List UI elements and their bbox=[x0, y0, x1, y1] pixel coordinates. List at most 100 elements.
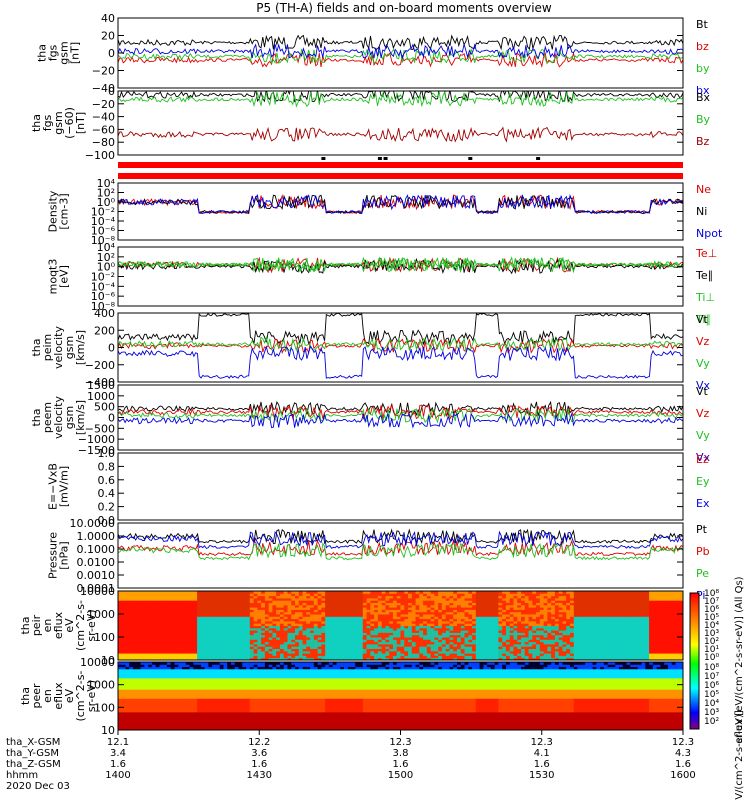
spectrogram-cell bbox=[212, 632, 217, 636]
spectrogram-cell bbox=[125, 698, 130, 702]
spectrogram-cell bbox=[468, 600, 473, 603]
spectrogram-cell bbox=[483, 653, 488, 656]
spectrogram-cell bbox=[570, 630, 575, 633]
spectrogram-cell bbox=[528, 616, 533, 620]
spectrogram-cell bbox=[313, 646, 319, 649]
spectrogram-cell bbox=[136, 707, 142, 711]
spectrogram-cell bbox=[404, 641, 409, 645]
spectrogram-cell bbox=[219, 616, 224, 620]
spectrogram-cell bbox=[415, 632, 420, 636]
spectrogram-cell bbox=[208, 657, 213, 660]
spectrogram-cell bbox=[464, 637, 469, 640]
spectrogram-cell bbox=[340, 611, 345, 615]
spectrogram-cell bbox=[487, 611, 492, 615]
spectrogram-cell bbox=[667, 648, 673, 652]
spectrogram-cell bbox=[219, 657, 224, 660]
spectrogram-cell bbox=[332, 614, 337, 617]
spectrogram-cell bbox=[148, 593, 153, 597]
spectrogram-cell bbox=[472, 641, 477, 645]
spectrogram-cell bbox=[212, 648, 217, 652]
spectrogram-cell bbox=[325, 650, 330, 654]
spectrogram-cell bbox=[328, 611, 334, 615]
spectrogram-cell bbox=[652, 607, 658, 610]
spectrogram-cell bbox=[554, 620, 560, 624]
spectrogram-cell bbox=[494, 591, 499, 594]
spectrogram-cell bbox=[219, 650, 224, 654]
spectrogram-cell bbox=[377, 646, 383, 649]
spectrogram-cell bbox=[238, 632, 243, 636]
spectrogram-cell bbox=[634, 641, 639, 645]
spectrogram-cell bbox=[197, 639, 202, 643]
spectrogram-cell bbox=[445, 593, 450, 597]
spectrogram-cell bbox=[392, 657, 398, 660]
spectrogram-cell bbox=[434, 646, 439, 649]
spectrogram-cell bbox=[528, 604, 533, 608]
spectrogram-cell bbox=[118, 700, 123, 704]
spectrogram-cell bbox=[536, 614, 541, 617]
spectrogram-cell bbox=[423, 618, 428, 622]
spectrogram-cell bbox=[328, 609, 334, 613]
spectrogram-cell bbox=[136, 607, 142, 610]
spectrogram-cell bbox=[438, 639, 443, 643]
spectrogram-cell bbox=[182, 623, 187, 626]
spectrogram-cell bbox=[261, 630, 266, 633]
spectrogram-cell bbox=[652, 609, 658, 613]
spectrogram-cell bbox=[133, 653, 138, 656]
spectrogram-cell bbox=[129, 691, 134, 695]
spectrogram-cell bbox=[660, 611, 665, 615]
spectrogram-cell bbox=[313, 639, 319, 643]
spectrogram-cell bbox=[185, 604, 191, 608]
spectrogram-cell bbox=[253, 657, 258, 660]
spectrogram-cell bbox=[645, 591, 650, 594]
spectrogram-cell bbox=[449, 620, 454, 624]
spectrogram-cell bbox=[125, 671, 130, 674]
spectrogram-cell bbox=[472, 597, 477, 601]
spectrogram-cell bbox=[453, 657, 458, 660]
spectrogram-cell bbox=[219, 655, 224, 659]
spectrogram-cell bbox=[679, 607, 683, 610]
spectrogram-cell bbox=[359, 595, 364, 599]
spectrogram-cell bbox=[596, 630, 601, 633]
spectrogram-cell bbox=[554, 639, 560, 643]
spectrogram-cell bbox=[321, 648, 326, 652]
spectrogram-cell bbox=[347, 637, 353, 640]
spectrogram-cell bbox=[611, 611, 616, 615]
spectrogram-cell bbox=[396, 650, 401, 654]
spectrogram-cell bbox=[577, 634, 582, 638]
spectrogram-cell bbox=[649, 614, 654, 617]
spectrogram-cell bbox=[264, 650, 270, 654]
spectrogram-cell bbox=[325, 623, 330, 626]
spectrogram-cell bbox=[121, 611, 127, 615]
spectrogram-cell bbox=[434, 618, 439, 622]
spectrogram-cell bbox=[325, 616, 330, 620]
spectrogram-cell bbox=[317, 627, 322, 631]
spectrogram-cell bbox=[347, 653, 353, 656]
spectrogram-cell bbox=[426, 653, 432, 656]
spectrogram-cell bbox=[611, 623, 616, 626]
spectrogram-cell bbox=[660, 641, 665, 645]
spectrogram-cell bbox=[521, 607, 526, 610]
spectrogram-cell bbox=[528, 602, 533, 606]
spectrogram-cell bbox=[430, 634, 435, 638]
spectrogram-cell bbox=[298, 634, 304, 638]
spectrogram-cell bbox=[121, 597, 127, 601]
spectrogram-cell bbox=[133, 662, 138, 665]
spectrogram-cell bbox=[472, 630, 477, 633]
spectrogram-cell bbox=[675, 604, 680, 608]
spectrogram-cell bbox=[336, 643, 341, 647]
spectrogram-cell bbox=[603, 648, 609, 652]
spectrogram-cell bbox=[528, 623, 533, 626]
spectrogram-cell bbox=[641, 639, 646, 643]
spectrogram-cell bbox=[667, 630, 673, 633]
spectrogram-cell bbox=[298, 618, 304, 622]
spectrogram-cell bbox=[490, 597, 496, 601]
spectrogram-cell bbox=[287, 646, 292, 649]
spectrogram-cell bbox=[125, 668, 130, 672]
spectrogram-cell bbox=[626, 657, 631, 660]
spectrogram-cell bbox=[140, 600, 145, 603]
spectrogram-cell bbox=[238, 630, 243, 633]
spectrogram-cell bbox=[166, 618, 172, 622]
spectrogram-cell bbox=[185, 653, 191, 656]
spectrogram-cell bbox=[193, 618, 198, 622]
spectrogram-cell bbox=[434, 593, 439, 597]
